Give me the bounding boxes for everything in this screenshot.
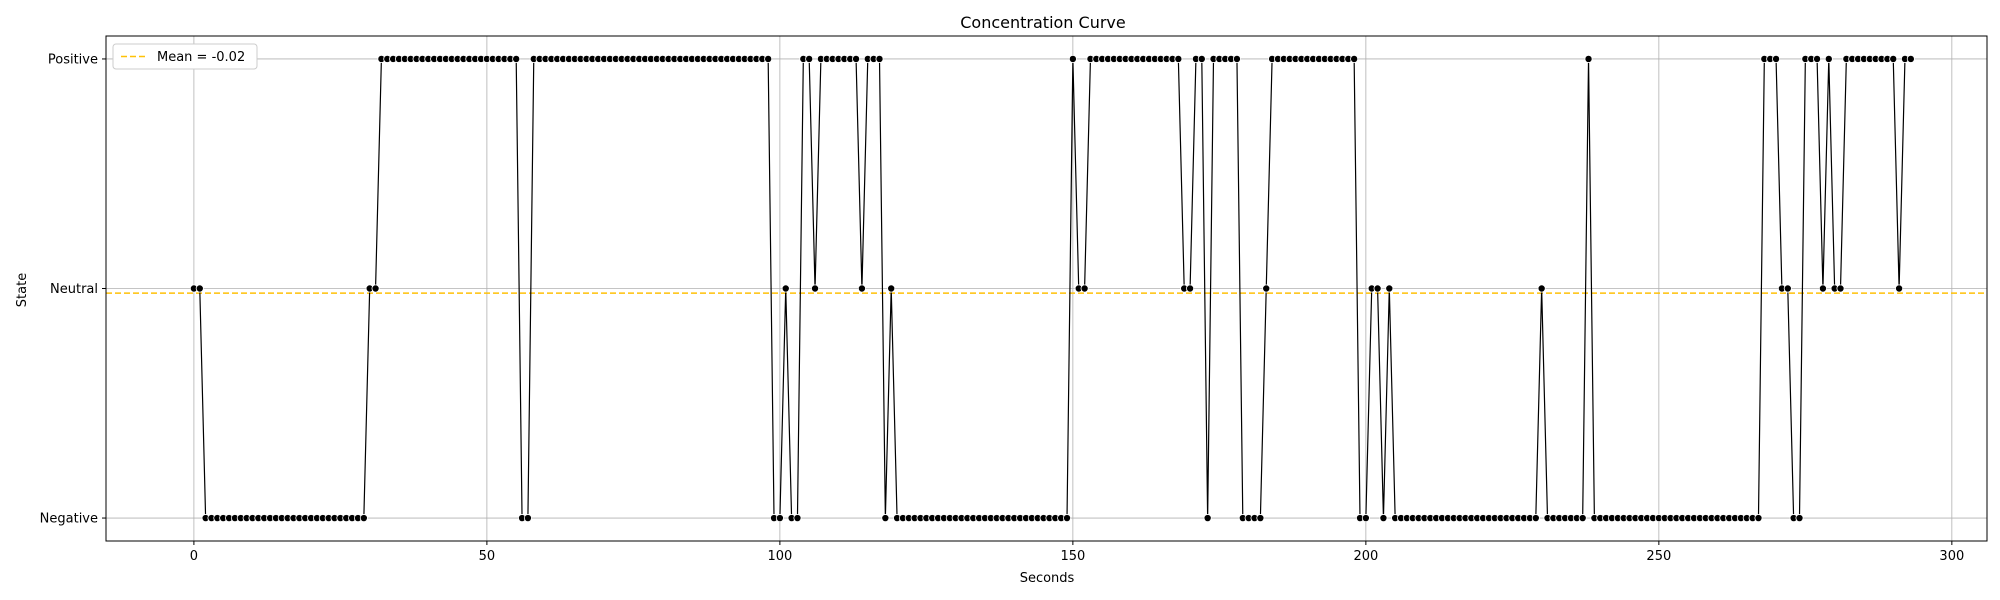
data-point [1203, 514, 1212, 523]
data-point [764, 54, 773, 63]
data-point [1373, 284, 1382, 293]
y-tick-label: Negative [40, 512, 98, 527]
y-tick-label: Neutral [50, 282, 98, 297]
data-point [1379, 514, 1388, 523]
data-point [805, 54, 814, 63]
data-point [1361, 514, 1370, 523]
x-tick-label: 200 [1353, 549, 1378, 564]
x-tick-label: 0 [190, 549, 198, 564]
x-tick-label: 250 [1646, 549, 1671, 564]
data-point [1783, 284, 1792, 293]
data-point [1174, 54, 1183, 63]
data-point [1197, 54, 1206, 63]
data-point [775, 514, 784, 523]
data-point [857, 284, 866, 293]
data-point [1754, 514, 1763, 523]
chart-title: Concentration Curve [960, 13, 1125, 32]
data-point [887, 284, 896, 293]
data-point [1262, 284, 1271, 293]
x-tick-label: 50 [479, 549, 496, 564]
data-point [881, 514, 890, 523]
data-point [1813, 54, 1822, 63]
x-axis-label: Seconds [1020, 571, 1075, 586]
data-point [875, 54, 884, 63]
legend-box [112, 43, 258, 70]
x-tick-label: 150 [1060, 549, 1085, 564]
legend: Mean = -0.02 [112, 43, 258, 70]
data-point [371, 284, 380, 293]
legend-mean-label: Mean = -0.02 [157, 50, 245, 65]
data-point [1385, 284, 1394, 293]
data-point [1906, 54, 1915, 63]
data-point [1836, 284, 1845, 293]
y-tick-label: Positive [48, 52, 98, 67]
data-point [195, 284, 204, 293]
data-point [1537, 284, 1546, 293]
data-point [1772, 54, 1781, 63]
data-point [1584, 54, 1593, 63]
data-point [1068, 54, 1077, 63]
data-point [1889, 54, 1898, 63]
data-point [359, 514, 368, 523]
data-point [1895, 284, 1904, 293]
series-marker-layer [189, 54, 1915, 523]
y-axis-ticks: Negative Neutral Positive [40, 52, 106, 527]
data-point [1232, 54, 1241, 63]
data-point [1256, 514, 1265, 523]
x-axis-ticks: 0 50 100 150 200 250 300 [190, 541, 1964, 564]
y-axis-label: State [15, 273, 30, 307]
data-point [1186, 284, 1195, 293]
data-point [781, 284, 790, 293]
data-point [1350, 54, 1359, 63]
data-point [811, 284, 820, 293]
data-point [1795, 514, 1804, 523]
data-point [852, 54, 861, 63]
data-point [1063, 514, 1072, 523]
data-point [523, 514, 532, 523]
data-point [512, 54, 521, 63]
data-point [793, 514, 802, 523]
x-tick-label: 300 [1939, 549, 1964, 564]
data-point [1080, 284, 1089, 293]
data-point [1531, 514, 1540, 523]
x-tick-label: 100 [767, 549, 792, 564]
data-point [1818, 284, 1827, 293]
data-point [1578, 514, 1587, 523]
data-point [1824, 54, 1833, 63]
